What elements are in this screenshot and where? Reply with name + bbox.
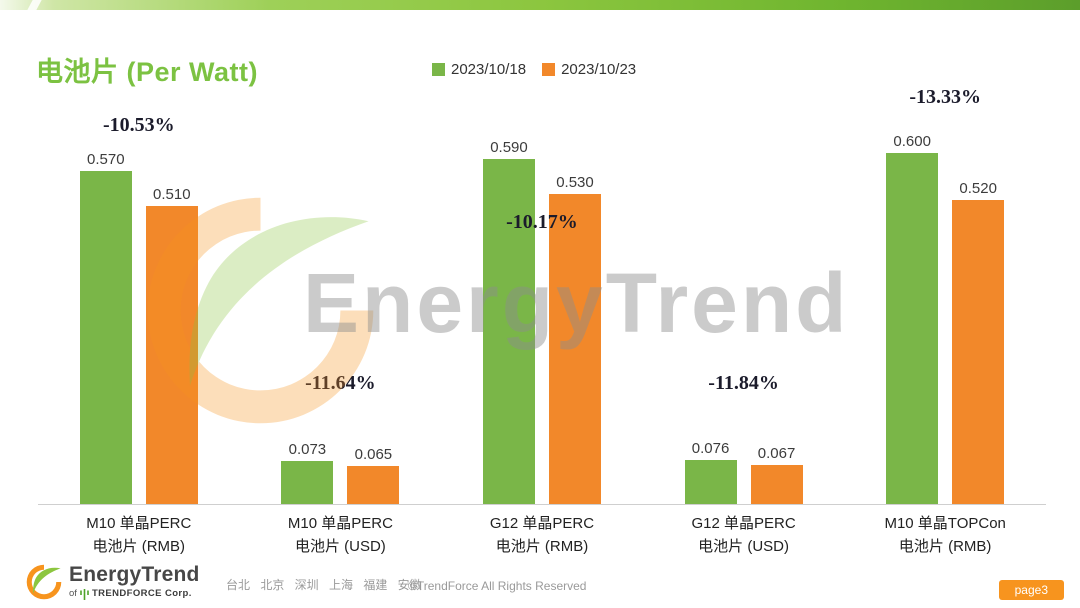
percent-change-label: -10.17% [506, 211, 578, 233]
bar-value-label: 0.590 [490, 139, 528, 156]
bar-group-g12-perc-usd: -11.84% 0.076 0.067 [643, 88, 845, 504]
bar-value-label: 0.530 [556, 174, 594, 191]
bar-2023-10-18 [281, 461, 334, 504]
bar-value-label: 0.076 [691, 440, 730, 457]
bar-2023-10-23 [145, 206, 198, 504]
category-label: M10 单晶PERC 电池片 (RMB) [86, 515, 192, 556]
chart-legend: 2023/10/18 2023/10/23 [432, 61, 636, 78]
bar-value-label: 0.510 [153, 186, 191, 203]
energytrend-leaf-logo-icon [26, 564, 62, 600]
bar-2023-10-23 [548, 194, 601, 504]
brand-sub-company: TRENDFORCE Corp. [91, 588, 192, 600]
legend-label-series2: 2023/10/23 [561, 61, 637, 78]
bar-pair: 0.590 0.530 [482, 139, 601, 504]
footer-logo: EnergyTrend of TRENDFORCE Corp. [26, 564, 200, 600]
bar-value-label: 0.600 [893, 133, 931, 150]
top-gradient-bar [0, 0, 1080, 10]
bar-column-series1: 0.600 [886, 133, 939, 504]
legend-item-series2: 2023/10/23 [542, 61, 636, 78]
bar-group-m10-perc-usd: -11.64% 0.073 0.065 [240, 88, 442, 504]
bar-value-label: 0.073 [288, 441, 327, 458]
bar-2023-10-23 [952, 200, 1005, 504]
category-axis: M10 单晶PERC 电池片 (RMB) M10 单晶PERC 电池片 (USD… [38, 512, 1046, 559]
page-title: 电池片 (Per Watt) [36, 57, 258, 87]
footer-copyright: ©TrendForce All Rights Reserved [408, 579, 587, 593]
bar-2023-10-18 [684, 460, 737, 504]
category-label: M10 单晶PERC 电池片 (USD) [287, 515, 393, 556]
trendforce-mark-icon [80, 588, 89, 600]
bar-column-series2: 0.067 [750, 445, 803, 504]
bar-column-series2: 0.510 [145, 186, 198, 504]
bar-column-series1: 0.073 [281, 441, 334, 504]
legend-label-series1: 2023/10/18 [451, 61, 527, 78]
bar-value-label: 0.520 [959, 180, 997, 197]
legend-swatch-orange-icon [542, 63, 556, 76]
bar-pair: 0.570 0.510 [79, 151, 198, 504]
legend-swatch-green-icon [432, 63, 445, 76]
bar-column-series2: 0.520 [952, 180, 1005, 504]
bar-2023-10-18 [482, 159, 535, 504]
bar-2023-10-18 [79, 171, 132, 504]
legend-item-series1: 2023/10/18 [432, 61, 526, 78]
category-label: M10 单晶TOPCon 电池片 (RMB) [884, 515, 1006, 556]
bar-group-m10-perc-rmb: -10.53% 0.570 0.510 [38, 88, 240, 504]
bar-pair: 0.076 0.067 [684, 440, 803, 504]
bar-column-series1: 0.570 [79, 151, 132, 504]
top-bar-slash-decoration [27, 0, 42, 10]
bar-column-series1: 0.076 [684, 440, 737, 504]
footer-cities: 台北 北京 深圳 上海 福建 安徽 [226, 578, 422, 592]
brand-subline: of TRENDFORCE Corp. [69, 588, 200, 600]
brand-sub-of: of [69, 588, 77, 600]
percent-change-label: -10.53% [102, 114, 175, 136]
bar-chart: -10.53% 0.570 0.510 -11.64% 0.073 [38, 86, 1046, 505]
bar-pair: 0.073 0.065 [281, 441, 400, 504]
bar-value-label: 0.570 [87, 151, 125, 168]
page-number-badge: page3 [998, 580, 1064, 600]
bar-pair: 0.600 0.520 [886, 133, 1005, 504]
bar-column-series1: 0.590 [482, 139, 535, 504]
bar-group-m10-topcon-rmb: -13.33% 0.600 0.520 [844, 86, 1046, 504]
percent-change-label: -11.84% [708, 372, 779, 394]
bar-group-g12-perc-rmb: -10.17% 0.590 0.530 [441, 88, 643, 504]
bar-2023-10-18 [886, 153, 939, 504]
bar-column-series2: 0.065 [347, 446, 400, 504]
bar-column-series2: 0.530 [548, 174, 601, 504]
bar-value-label: 0.065 [354, 446, 393, 463]
percent-change-label: -13.33% [909, 86, 981, 108]
category-label: G12 单晶PERC 电池片 (USD) [691, 515, 796, 556]
brand-text-block: EnergyTrend of TRENDFORCE Corp. [69, 563, 200, 600]
brand-name: EnergyTrend [69, 563, 200, 587]
bar-2023-10-23 [750, 465, 803, 504]
bar-value-label: 0.067 [757, 445, 796, 462]
bar-2023-10-23 [347, 466, 400, 504]
category-label: G12 单晶PERC 电池片 (RMB) [489, 515, 595, 556]
percent-change-label: -11.64% [305, 372, 376, 394]
